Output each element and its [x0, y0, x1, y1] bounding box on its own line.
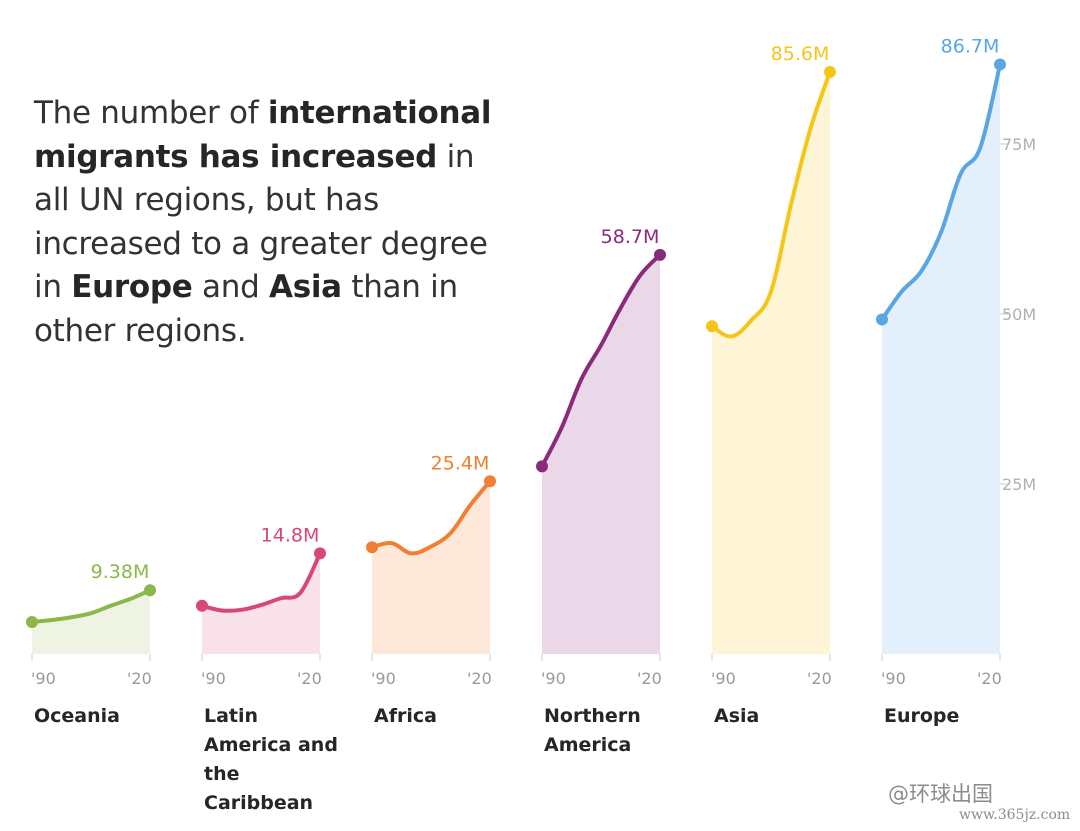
value-label-asia: 85.6M — [771, 43, 830, 65]
x-tick-label-end-northern-america: '20 — [637, 669, 662, 688]
y-tick-label-50: 50M — [1002, 305, 1036, 324]
start-point-asia — [706, 320, 718, 333]
x-tick-label-start-europe: '90 — [881, 669, 906, 688]
start-point-europe — [876, 313, 888, 326]
region-label-latin-america-and-the-caribbean: Latin America and the Caribbean — [204, 705, 338, 814]
line-oceania — [30, 588, 152, 625]
area-europe — [882, 64, 1000, 654]
headline-text-4: than in other regions. — [34, 269, 458, 349]
start-point-oceania — [26, 616, 38, 629]
x-tick-label-start-latin-america-and-the-caribbean: '90 — [201, 669, 226, 688]
area-northern-america — [542, 254, 660, 654]
x-tick-label-start-oceania: '90 — [31, 669, 56, 688]
x-tick-label-end-africa: '20 — [467, 669, 492, 688]
end-point-africa — [484, 475, 496, 488]
line-africa — [370, 479, 492, 556]
area-oceania — [32, 590, 150, 654]
region-label-asia: Asia — [714, 705, 759, 727]
watermark-url: www.365jz.com — [959, 807, 1071, 823]
x-tick-label-start-asia: '90 — [711, 669, 736, 688]
line-northern-america — [540, 252, 662, 469]
end-point-northern-america — [654, 248, 666, 261]
area-latin-america-and-the-caribbean — [202, 553, 320, 654]
headline-bold-asia: Asia — [269, 269, 342, 305]
start-point-latin-america-and-the-caribbean — [196, 599, 208, 612]
line-latin-america-and-the-caribbean — [200, 551, 322, 613]
headline-text-3: and — [192, 269, 269, 305]
area-africa — [372, 481, 490, 654]
x-tick-label-end-latin-america-and-the-caribbean: '20 — [297, 669, 322, 688]
headline-bold-1: international migrants has increased — [34, 95, 492, 175]
start-point-africa — [366, 541, 378, 554]
end-point-latin-america-and-the-caribbean — [314, 547, 326, 560]
headline-text-1: The number of — [34, 95, 268, 131]
region-label-africa: Africa — [374, 705, 437, 727]
x-tick-label-start-northern-america: '90 — [541, 669, 566, 688]
headline-bold-europe: Europe — [71, 269, 193, 305]
chart-headline: The number of international migrants has… — [34, 92, 504, 353]
value-label-latin-america-and-the-caribbean: 14.8M — [261, 524, 320, 546]
x-tick-label-start-africa: '90 — [371, 669, 396, 688]
headline-text-2: in all UN regions, but has increased to … — [34, 138, 488, 306]
line-europe — [880, 62, 1002, 322]
region-label-europe: Europe — [884, 705, 959, 727]
end-point-asia — [824, 65, 836, 78]
start-point-northern-america — [536, 460, 548, 473]
line-asia — [710, 69, 832, 339]
value-label-northern-america: 58.7M — [601, 226, 660, 248]
x-tick-label-end-oceania: '20 — [127, 669, 152, 688]
end-point-europe — [994, 58, 1006, 71]
region-label-oceania: Oceania — [34, 705, 120, 727]
y-tick-label-25: 25M — [1002, 475, 1036, 494]
value-label-europe: 86.7M — [941, 35, 1000, 57]
x-tick-label-end-europe: '20 — [977, 669, 1002, 688]
region-label-northern-america: Northern America — [544, 705, 641, 756]
watermark: @环球出国 — [888, 782, 993, 806]
value-label-oceania: 9.38M — [91, 561, 150, 583]
end-point-oceania — [144, 584, 156, 597]
area-asia — [712, 71, 830, 655]
x-tick-label-end-asia: '20 — [807, 669, 832, 688]
y-tick-label-75: 75M — [1002, 135, 1036, 154]
value-label-africa: 25.4M — [431, 452, 490, 474]
